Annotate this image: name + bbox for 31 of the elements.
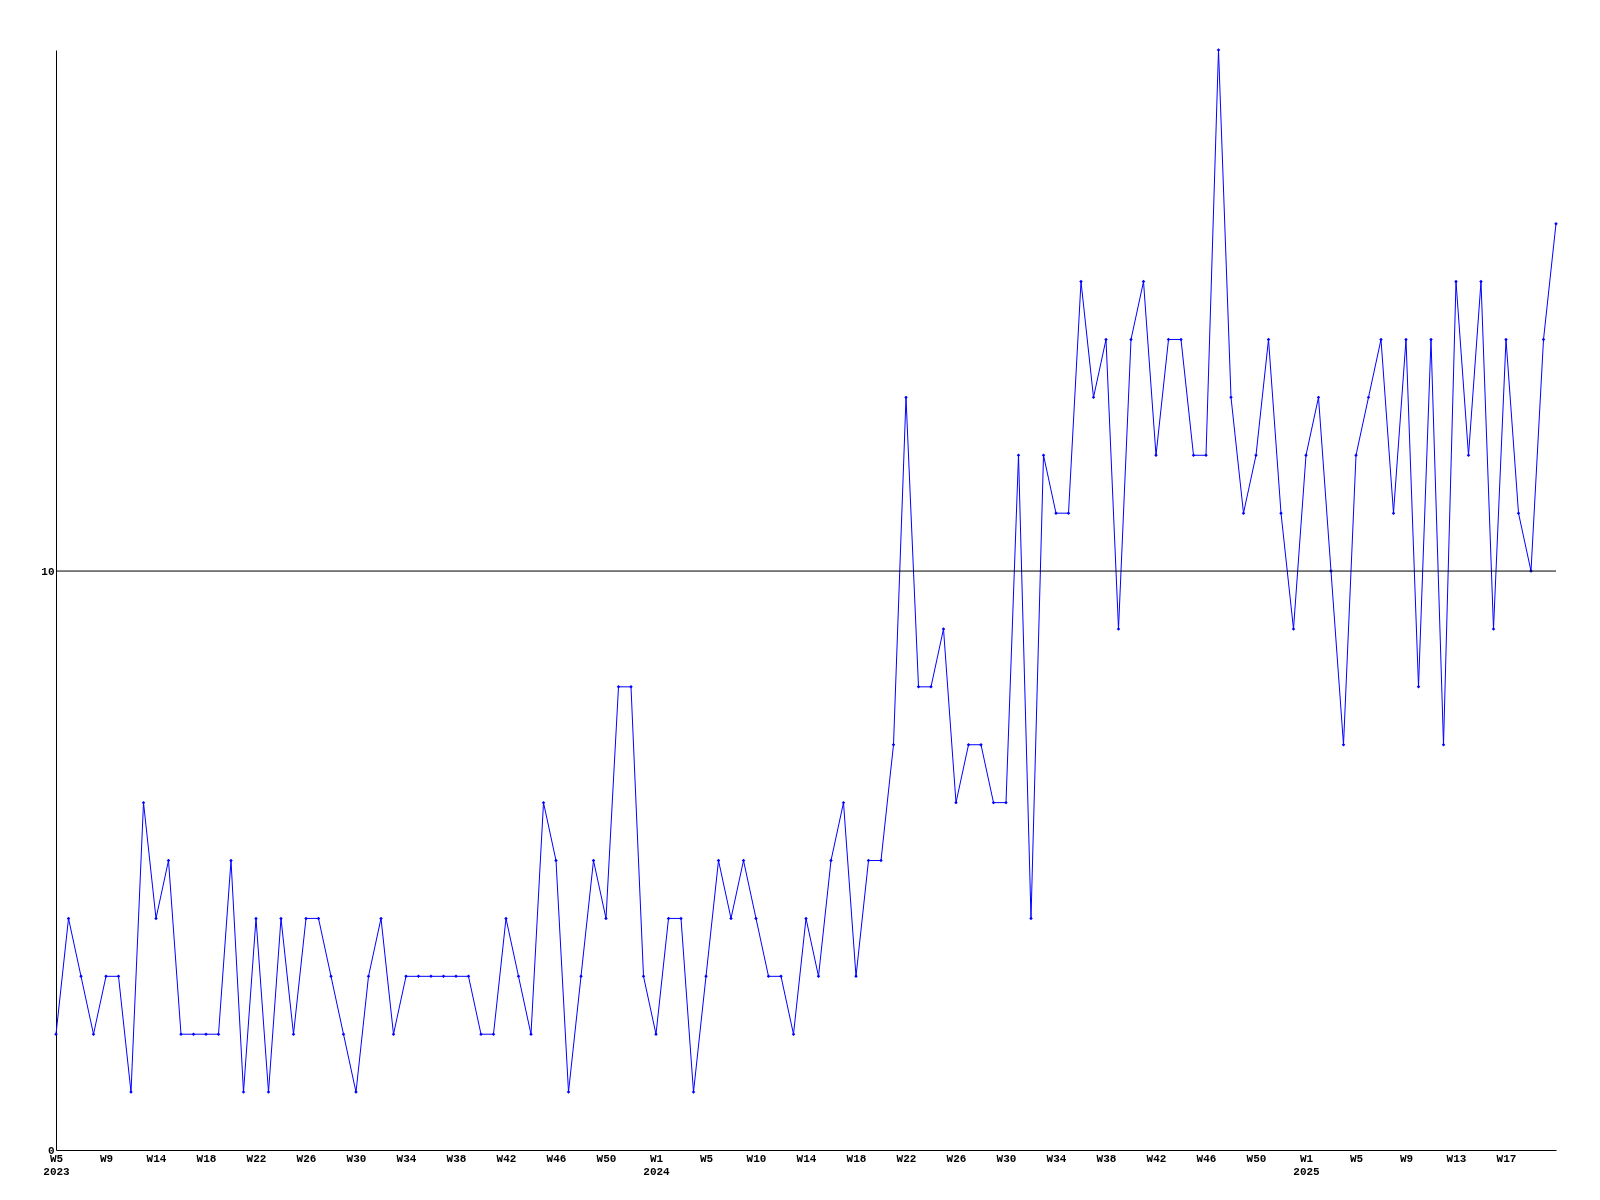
x-tick-label: W5 2023 (43, 1152, 71, 1178)
x-tick-label: W14 (796, 1152, 817, 1165)
x-tick-label: W22 (246, 1152, 267, 1165)
x-tick-label: W1 2025 (1293, 1152, 1321, 1178)
x-tick-label: W14 (146, 1152, 167, 1165)
x-tick-label: W34 (396, 1152, 417, 1165)
x-tick-label: W10 (746, 1152, 767, 1165)
x-tick-label: W9 (1399, 1152, 1414, 1165)
x-tick-label: W9 (99, 1152, 114, 1165)
x-tick-label: W38 (1096, 1152, 1117, 1165)
x-tick-label: W1 2024 (643, 1152, 671, 1178)
x-tick-label: W30 (346, 1152, 367, 1165)
x-tick-label: W50 (596, 1152, 617, 1165)
x-tick-label: W18 (196, 1152, 217, 1165)
x-tick-label: W26 (296, 1152, 317, 1165)
x-tick-label: W18 (846, 1152, 867, 1165)
x-tick-label: W26 (946, 1152, 967, 1165)
x-tick-label: W34 (1046, 1152, 1067, 1165)
x-tick-label: W5 (699, 1152, 714, 1165)
x-tick-label: W5 (1349, 1152, 1364, 1165)
x-tick-label: W22 (896, 1152, 917, 1165)
x-tick-label: W46 (546, 1152, 567, 1165)
x-tick-label: W42 (496, 1152, 517, 1165)
x-tick-label: W50 (1246, 1152, 1267, 1165)
x-tick-label: W46 (1196, 1152, 1217, 1165)
x-tick-label: W30 (996, 1152, 1017, 1165)
x-tick-label: W17 (1496, 1152, 1517, 1165)
y-tick-label: 10 (41, 565, 55, 578)
x-tick-label: W13 (1446, 1152, 1467, 1165)
x-tick-label: W42 (1146, 1152, 1167, 1165)
x-tick-label: W38 (446, 1152, 467, 1165)
